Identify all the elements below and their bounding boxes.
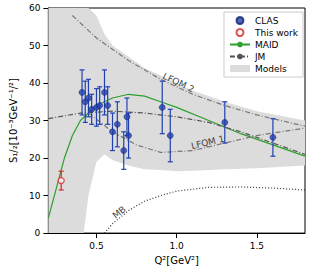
svg-text:This work: This work [254,28,299,38]
svg-text:0: 0 [35,228,41,238]
svg-text:40: 40 [29,78,41,88]
svg-text:S₁/₂[10⁻³GeV⁻¹/²]: S₁/₂[10⁻³GeV⁻¹/²] [8,78,19,163]
svg-text:MB: MB [111,204,128,221]
svg-text:Models: Models [255,64,287,74]
svg-text:LFQM 2: LFQM 2 [161,71,196,94]
svg-text:1.0: 1.0 [170,241,185,251]
svg-text:1.5: 1.5 [250,241,264,251]
svg-text:JM: JM [254,52,265,62]
svg-text:50: 50 [29,41,41,51]
svg-text:0.5: 0.5 [89,241,103,251]
svg-text:60: 60 [29,3,41,13]
svg-text:30: 30 [29,116,41,126]
svg-text:MAID: MAID [255,40,279,50]
svg-text:CLAS: CLAS [255,16,279,26]
svg-text:Q²[GeV²]: Q²[GeV²] [154,255,199,266]
svg-text:10: 10 [29,191,41,201]
svg-text:20: 20 [29,153,41,163]
svg-text:LFQM 1: LFQM 1 [190,134,225,151]
